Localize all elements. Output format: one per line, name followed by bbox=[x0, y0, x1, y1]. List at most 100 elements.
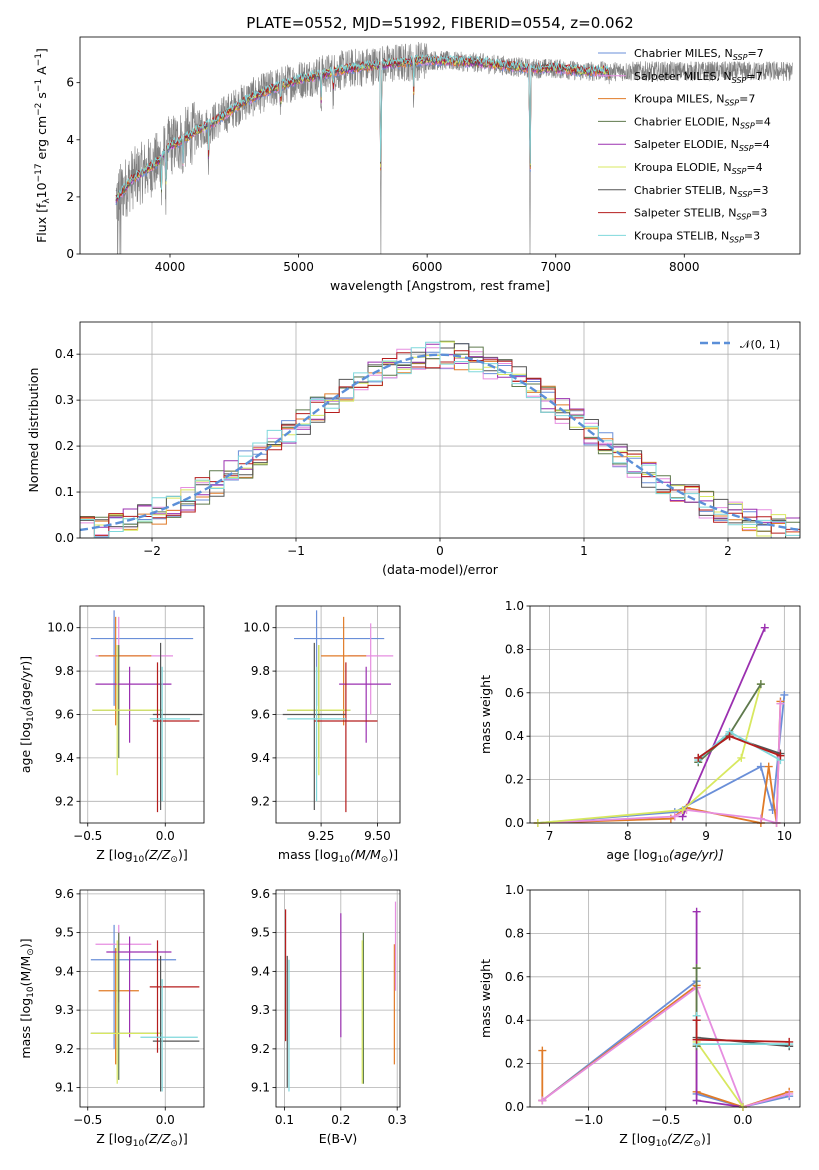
legend-label: Chabrier MILES, NSSP=7 bbox=[634, 47, 764, 62]
legend-label: Chabrier STELIB, NSSP=3 bbox=[634, 184, 768, 199]
weight-series-line bbox=[681, 627, 766, 817]
x-tick-label: 5000 bbox=[283, 260, 314, 274]
y-axis-label: Flux [fλ10−17 erg cm−2 s−1 A−1] bbox=[34, 48, 52, 243]
x-tick-label: −1.0 bbox=[574, 1113, 603, 1127]
y-tick-label: 9.8 bbox=[55, 664, 74, 678]
y-tick-label: 6 bbox=[66, 76, 74, 90]
legend-label: Salpeter MILES, NSSP=7 bbox=[634, 70, 763, 85]
y-axis-label: age [log10(age/yr)] bbox=[18, 656, 36, 773]
y-axis-label: mass [log10(M/M⊙)] bbox=[18, 938, 36, 1058]
y-tick-label: 1.0 bbox=[505, 599, 524, 613]
age-vs-metallicity-panel: −0.5 0.0 9.2 9.4 9.6 9.8 10.0 Z [log10(Z/Z⊙)] ag… bbox=[18, 605, 205, 865]
x-tick-label: 8000 bbox=[669, 260, 700, 274]
y-tick-label: 9.8 bbox=[251, 664, 270, 678]
x-tick-label: 0.0 bbox=[733, 1113, 752, 1127]
weight-point-marker bbox=[692, 907, 701, 916]
y-tick-label: 9.2 bbox=[55, 1042, 74, 1056]
y-axis-label: Normed distribution bbox=[26, 368, 41, 493]
weight-point-marker bbox=[764, 762, 773, 771]
y-tick-label: 0.8 bbox=[505, 642, 524, 656]
x-tick-label: 0 bbox=[436, 544, 444, 558]
weight-series-line bbox=[697, 735, 781, 759]
y-tick-label: 9.6 bbox=[251, 887, 270, 901]
weight-point-marker bbox=[670, 812, 679, 821]
weight-series-group bbox=[533, 623, 789, 827]
mass-vs-ebv-panel: 0.1 0.2 0.3 9.1 9.2 9.3 9.4 9.5 9.6 E(B-V) bbox=[251, 887, 407, 1146]
y-tick-label: 0.4 bbox=[505, 1013, 524, 1027]
y-tick-label: 0.3 bbox=[55, 393, 74, 407]
weight-point-marker bbox=[694, 753, 703, 762]
y-tick-label: 9.2 bbox=[251, 1042, 270, 1056]
spectrum-panel: 4000 5000 6000 7000 8000 0 2 4 6 wavelength [Angs… bbox=[34, 36, 801, 293]
axes-frame bbox=[79, 36, 801, 255]
weight-point-marker bbox=[725, 732, 734, 741]
residuals-panel: −2 −1 0 1 2 0.0 0.1 0.2 0.3 0.4 (data-model)/error… bbox=[26, 321, 801, 577]
y-tick-label: 9.3 bbox=[251, 1003, 270, 1017]
figure-title: PLATE=0552, MJD=51992, FIBERID=0554, z=0… bbox=[246, 14, 633, 32]
x-tick-label: 0.1 bbox=[275, 1113, 294, 1127]
weight-series-line bbox=[537, 694, 786, 824]
y-tick-label: 9.4 bbox=[251, 964, 270, 978]
y-tick-label: 0.1 bbox=[55, 485, 74, 499]
y-tick-label: 9.6 bbox=[251, 708, 270, 722]
y-tick-label: 9.2 bbox=[55, 794, 74, 808]
x-tick-label: 10 bbox=[777, 829, 792, 843]
y-tick-label: 10.0 bbox=[47, 621, 74, 635]
y-tick-label: 0.8 bbox=[505, 926, 524, 940]
weight-point-marker bbox=[692, 964, 701, 973]
x-tick-label: 0.2 bbox=[331, 1113, 350, 1127]
weight-point-marker bbox=[756, 680, 765, 689]
weight-vs-metallicity-panel: −1.0 −0.5 0.0 0.0 0.2 0.4 0.6 0.8 1.0 Z [log10(Z/… bbox=[478, 883, 801, 1149]
weight-point-marker bbox=[692, 1016, 701, 1025]
y-tick-label: 0.4 bbox=[505, 729, 524, 743]
y-tick-label: 9.5 bbox=[55, 926, 74, 940]
weight-point-marker bbox=[785, 1037, 794, 1046]
legend-label: Salpeter STELIB, NSSP=3 bbox=[634, 207, 767, 222]
y-tick-label: 0.4 bbox=[55, 347, 74, 361]
y-tick-label: 4 bbox=[66, 133, 74, 147]
x-axis-label: Z [log10(Z/Z⊙)] bbox=[619, 1131, 710, 1149]
x-tick-label: 8 bbox=[624, 829, 632, 843]
weight-point-marker bbox=[780, 690, 789, 699]
axes-frame bbox=[79, 889, 205, 1108]
x-axis-label: wavelength [Angstrom, rest frame] bbox=[330, 278, 550, 293]
y-tick-label: 0.6 bbox=[505, 970, 524, 984]
axes-frame bbox=[529, 605, 801, 824]
y-tick-label: 1.0 bbox=[505, 883, 524, 897]
x-tick-label: 7000 bbox=[540, 260, 571, 274]
x-tick-label: −1 bbox=[287, 544, 305, 558]
weight-point-marker bbox=[756, 814, 765, 823]
x-tick-label: 2 bbox=[724, 544, 732, 558]
weight-series-line bbox=[537, 701, 782, 825]
histogram-series bbox=[80, 350, 800, 538]
legend-label: Chabrier ELODIE, NSSP=4 bbox=[634, 115, 771, 130]
age-vs-mass-panel: 9.25 9.50 9.2 9.4 9.6 9.8 10.0 mass [log10(M/M⊙… bbox=[243, 605, 401, 865]
weight-point-marker bbox=[756, 762, 765, 771]
x-tick-label: 1 bbox=[580, 544, 588, 558]
y-tick-label: 2 bbox=[66, 190, 74, 204]
y-axis-label: mass weight bbox=[478, 675, 493, 754]
y-tick-label: 9.2 bbox=[251, 794, 270, 808]
weight-point-marker bbox=[760, 623, 769, 632]
x-axis-label: Z [log10(Z/Z⊙)] bbox=[96, 847, 187, 865]
x-tick-label: −2 bbox=[143, 544, 161, 558]
weight-series-line bbox=[537, 703, 782, 825]
x-tick-label: 9 bbox=[702, 829, 710, 843]
y-tick-label: 9.4 bbox=[55, 751, 74, 765]
axes-frame bbox=[529, 889, 801, 1108]
weight-series-line bbox=[537, 683, 762, 824]
y-axis-label: mass weight bbox=[478, 959, 493, 1038]
spectrum-lines bbox=[115, 41, 793, 254]
x-tick-label: 6000 bbox=[412, 260, 443, 274]
y-tick-label: 0.0 bbox=[505, 1100, 524, 1114]
x-axis-label: (data-model)/error bbox=[382, 562, 499, 577]
weight-vs-age-panel: 7 8 9 10 0.0 0.2 0.4 0.6 0.8 1.0 age [log10(age/yr… bbox=[478, 599, 801, 865]
histogram-series bbox=[80, 341, 800, 538]
x-axis-label: age [log10(age/yr)] bbox=[606, 847, 723, 865]
y-tick-label: 0.2 bbox=[505, 1057, 524, 1071]
x-tick-label: 0.3 bbox=[388, 1113, 407, 1127]
weight-point-marker bbox=[692, 1096, 701, 1105]
legend-label: Kroupa ELODIE, NSSP=4 bbox=[634, 161, 763, 176]
axes-frame bbox=[79, 605, 205, 824]
